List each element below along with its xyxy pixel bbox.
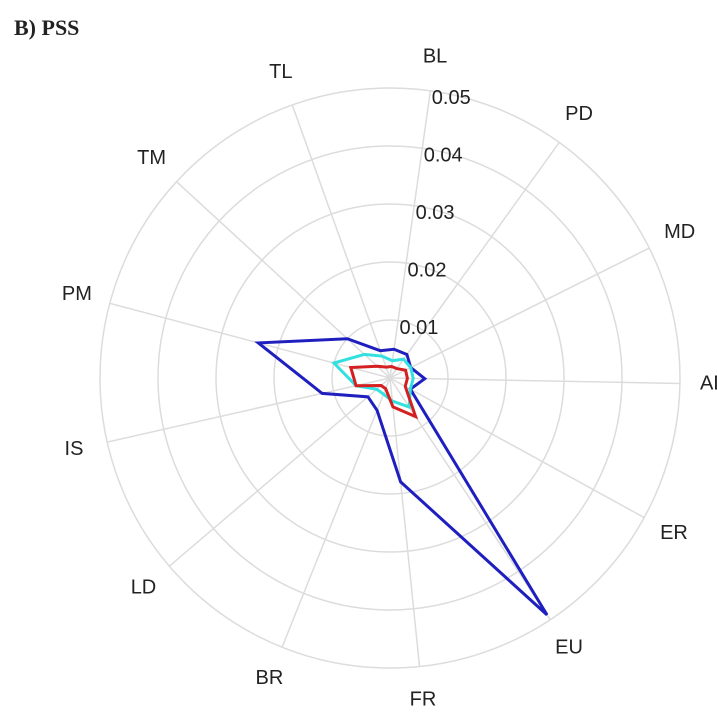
chart-title: B) PSS: [14, 15, 79, 40]
spoke: [389, 377, 680, 385]
category-label: ER: [660, 522, 688, 544]
spoke: [291, 104, 391, 379]
series-line: [254, 337, 549, 616]
spoke: [389, 377, 421, 667]
category-label: BR: [256, 667, 284, 689]
r-tick-label: 0.02: [408, 259, 447, 281]
r-tick-label: 0.03: [416, 202, 455, 224]
spoke: [389, 90, 432, 379]
category-label: AD: [700, 372, 717, 394]
r-tick-label: 0.04: [424, 144, 463, 166]
r-tick-label: 0.05: [432, 87, 471, 109]
spoke: [389, 377, 645, 519]
spoke: [168, 377, 391, 567]
spoke: [281, 377, 391, 648]
category-label: TL: [269, 61, 292, 83]
category-label: EU: [555, 636, 583, 658]
category-label: LD: [131, 577, 157, 599]
category-label: MD: [664, 221, 695, 243]
grid-circle: [99, 87, 681, 669]
grid-circle: [215, 203, 565, 553]
category-label: FR: [410, 689, 437, 711]
spoke: [389, 247, 650, 379]
spoke: [176, 181, 391, 379]
grid-circle: [273, 261, 507, 495]
grid-circle: [331, 319, 449, 437]
category-label: TM: [137, 147, 166, 169]
category-label: PD: [565, 103, 593, 125]
category-label: BL: [423, 45, 447, 67]
spoke: [389, 142, 560, 379]
category-label: PM: [62, 283, 92, 305]
category-label: IS: [65, 438, 84, 460]
spoke: [109, 302, 391, 379]
grid-circle: [157, 145, 623, 611]
spoke: [107, 377, 391, 443]
series-line: [348, 364, 419, 420]
r-tick-label: 0.01: [399, 317, 438, 339]
